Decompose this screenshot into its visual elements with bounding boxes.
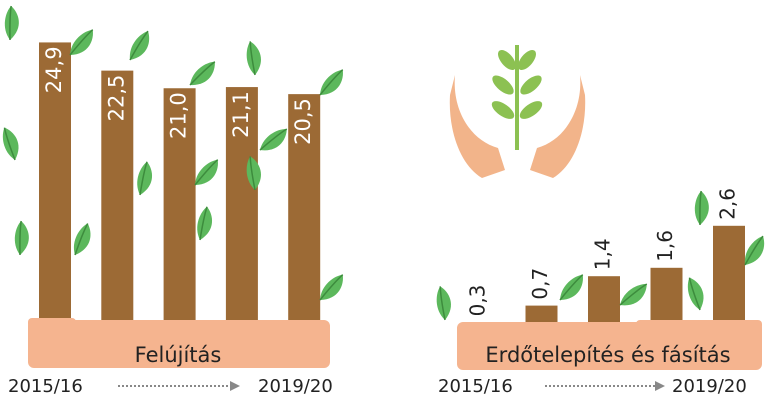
leaf — [553, 273, 590, 303]
leaf — [313, 68, 350, 98]
period-end: 2019/20 — [258, 376, 333, 397]
base-platform — [28, 320, 330, 368]
bar-chart: 0,3 0,7 1,4 1,6 2,6 Erdőtelepítés és fásítás 2… — [428, 188, 766, 397]
leaf — [121, 29, 158, 63]
period-start: 2015/16 — [8, 376, 83, 397]
leaf — [0, 126, 23, 162]
base-platform-top — [636, 320, 762, 330]
value-label: 1,6 — [653, 230, 677, 262]
period-start: 2015/16 — [438, 376, 513, 397]
value-label: 21,1 — [229, 91, 253, 138]
value-label: 1,4 — [591, 238, 615, 270]
period-arrowhead — [655, 381, 665, 391]
leaf — [616, 282, 651, 308]
period-arrowhead — [230, 381, 240, 391]
leaf — [184, 60, 221, 88]
bar — [713, 225, 745, 335]
value-label: 24,9 — [42, 46, 66, 93]
base-platform-top — [28, 318, 76, 328]
value-label: 21,0 — [167, 92, 191, 139]
value-label: 22,5 — [104, 75, 128, 122]
bar — [288, 94, 321, 335]
bar-chart: 24,9 22,5 21,0 21,1 20,5 Felújítás 2015/16 2019… — [0, 5, 350, 397]
leaf — [0, 5, 28, 42]
value-label: 0,7 — [528, 268, 552, 300]
leaf — [238, 40, 268, 77]
leaf — [428, 285, 458, 322]
bar — [225, 87, 258, 335]
category-label: Felújítás — [135, 343, 222, 367]
bar — [101, 70, 134, 335]
value-label: 2,6 — [716, 188, 740, 220]
bars-layer: 24,9 22,5 21,0 21,1 20,5 Felújítás 2015/16 2019… — [0, 5, 766, 397]
leaf — [256, 127, 291, 153]
period-end: 2019/20 — [672, 376, 747, 397]
category-label: Erdőtelepítés és fásítás — [485, 343, 730, 367]
bar — [163, 88, 196, 335]
base-platform — [457, 322, 762, 370]
leaf — [4, 220, 38, 257]
bar — [39, 42, 71, 336]
plant-icon — [449, 45, 586, 178]
leaf — [684, 190, 718, 227]
value-label: 0,3 — [466, 285, 490, 317]
leaf — [683, 276, 708, 312]
value-label: 20,5 — [291, 98, 315, 145]
